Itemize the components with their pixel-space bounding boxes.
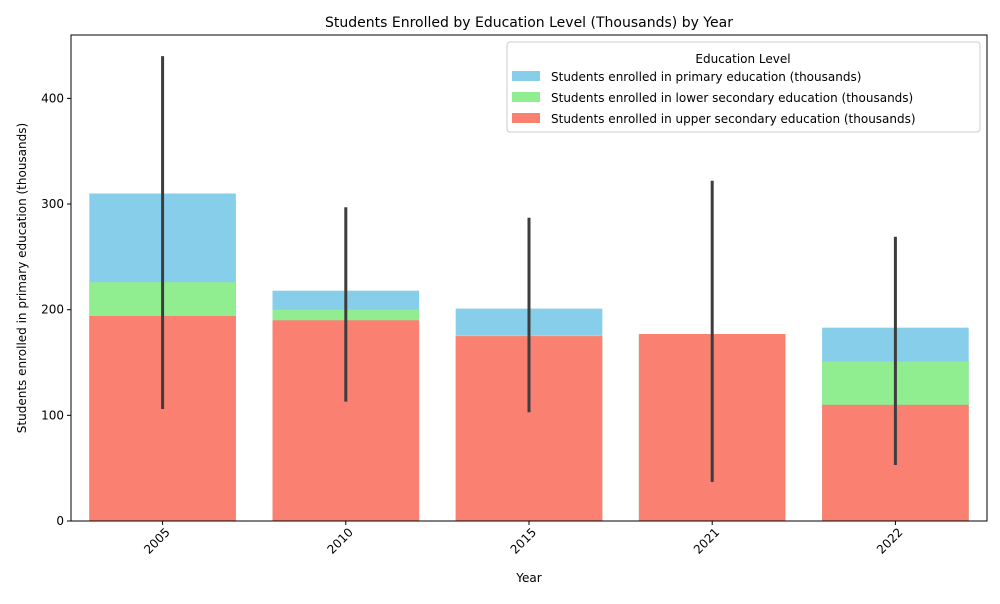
y-axis-label: Students enrolled in primary education (… (15, 123, 29, 433)
series-3 (89, 316, 969, 521)
x-tick-label-2015: 2015 (508, 525, 539, 556)
x-axis: 2005 2010 2015 2021 2022 (141, 521, 906, 557)
x-tick-label-2005: 2005 (141, 525, 172, 556)
legend-frame (506, 41, 981, 133)
x-axis-label: Year (515, 571, 541, 585)
legend-item-1: Students enrolled in primary education (… (512, 70, 861, 84)
bars-layer (89, 193, 969, 521)
y-tick-label-0: 0 (56, 514, 64, 528)
y-tick-label-100: 100 (41, 408, 64, 422)
y-tick-label-300: 300 (41, 197, 64, 211)
legend-item-2: Students enrolled in lower secondary edu… (512, 91, 913, 105)
legend-item-3: Students enrolled in upper secondary edu… (512, 112, 916, 126)
legend-swatch-2 (512, 92, 540, 102)
legend-items: Students enrolled in primary education (… (512, 70, 916, 126)
error-bars-layer (161, 56, 897, 482)
legend-label-3: Students enrolled in upper secondary edu… (551, 112, 916, 126)
legend-title: Education Level (695, 52, 790, 66)
legend-swatch-1 (512, 71, 540, 81)
legend: Education Level Students enrolled in pri… (506, 41, 981, 133)
x-tick-label-2021: 2021 (691, 525, 722, 556)
chart-title: Students Enrolled by Education Level (Th… (325, 15, 733, 31)
y-tick-label-200: 200 (41, 303, 64, 317)
legend-label-1: Students enrolled in primary education (… (551, 70, 861, 84)
y-tick-label-400: 400 (41, 91, 64, 105)
x-tick-label-2010: 2010 (324, 525, 355, 556)
legend-swatch-3 (512, 113, 540, 123)
y-axis: 0 100 200 300 400 (41, 91, 71, 528)
x-tick-label-2022: 2022 (874, 525, 905, 556)
legend-label-2: Students enrolled in lower secondary edu… (551, 91, 913, 105)
